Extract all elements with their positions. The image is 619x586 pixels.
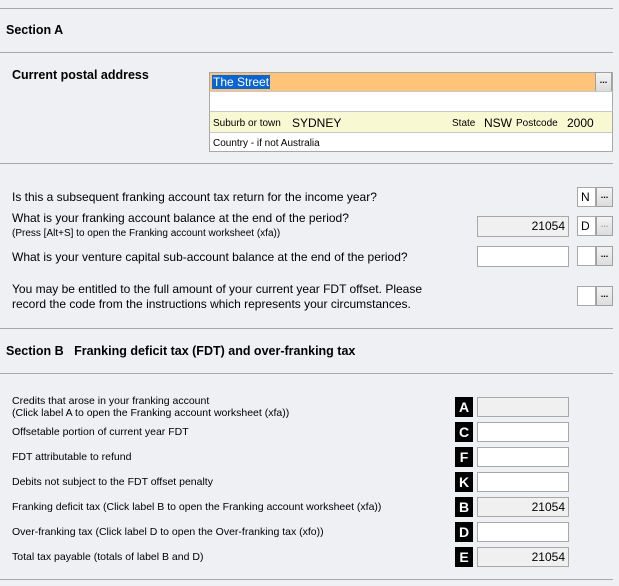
label-b-button[interactable]: B <box>455 497 473 517</box>
postcode-label: Postcode <box>516 118 558 129</box>
venture-capital-input[interactable] <box>477 246 569 267</box>
divider <box>0 373 613 374</box>
address-suburb-row: Suburb or town SYDNEY State NSW Postcode… <box>209 111 613 132</box>
row-label: Offsetable portion of current year FDT <box>12 426 189 438</box>
franking-balance-code-input[interactable]: D <box>577 216 596 236</box>
row-label: Franking deficit tax (Click label B to o… <box>12 501 382 513</box>
question-fdt-offset-line2: record the code from the instructions wh… <box>12 297 411 311</box>
field-e-input[interactable]: 21054 <box>477 547 569 567</box>
divider <box>0 52 613 53</box>
label-e-button[interactable]: E <box>455 547 473 567</box>
row-label: Debits not subject to the FDT offset pen… <box>12 476 213 488</box>
state-label: State <box>452 118 476 129</box>
postcode-input[interactable]: 2000 <box>567 116 594 130</box>
franking-balance-lookup-button[interactable]: ... <box>596 216 613 236</box>
country-input[interactable]: Country - if not Australia <box>209 132 613 152</box>
section-a-title: Section A <box>6 23 64 37</box>
franking-balance-note: (Press [Alt+S] to open the Franking acco… <box>12 228 281 239</box>
divider <box>0 579 613 580</box>
postal-address-label: Current postal address <box>12 68 149 82</box>
address-line1-input[interactable]: The Street <box>209 72 613 91</box>
fdt-offset-code-input[interactable] <box>577 286 596 306</box>
label-d-button[interactable]: D <box>455 522 473 542</box>
question-venture-capital: What is your venture capital sub-account… <box>12 250 408 264</box>
field-f-input[interactable] <box>477 447 569 467</box>
address-lookup-button[interactable]: ... <box>595 72 612 92</box>
row-label-note: (Click label A to open the Franking acco… <box>12 407 290 419</box>
question-subsequent-return: Is this a subsequent franking account ta… <box>12 190 377 204</box>
country-label: Country - if not Australia <box>213 138 320 149</box>
row-label: Credits that arose in your franking acco… <box>12 395 210 407</box>
subsequent-return-lookup-button[interactable]: ... <box>596 187 613 207</box>
divider <box>0 163 613 164</box>
suburb-label: Suburb or town <box>213 118 281 129</box>
divider <box>0 8 613 9</box>
franking-balance-input[interactable]: 21054 <box>477 216 569 237</box>
label-f-button[interactable]: F <box>455 447 473 467</box>
label-c-button[interactable]: C <box>455 422 473 442</box>
fdt-offset-lookup-button[interactable]: ... <box>596 286 613 306</box>
state-input[interactable]: NSW <box>484 116 512 130</box>
subsequent-return-code-input[interactable]: N <box>577 187 596 207</box>
field-b-input[interactable]: 21054 <box>477 497 569 517</box>
suburb-input[interactable]: SYDNEY <box>292 116 342 130</box>
section-b-title: Section B Franking deficit tax (FDT) and… <box>6 344 356 358</box>
address-line1-value: The Street <box>212 75 271 89</box>
label-a-button[interactable]: A <box>455 397 473 417</box>
field-c-input[interactable] <box>477 422 569 442</box>
field-a-input[interactable] <box>477 397 569 417</box>
venture-capital-lookup-button[interactable]: ... <box>596 246 613 266</box>
question-franking-balance: What is your franking account balance at… <box>12 211 349 225</box>
field-k-input[interactable] <box>477 472 569 492</box>
address-line2-input[interactable] <box>209 91 613 111</box>
question-fdt-offset: You may be entitled to the full amount o… <box>12 282 423 296</box>
field-d-input[interactable] <box>477 522 569 542</box>
row-label: FDT attributable to refund <box>12 451 132 463</box>
row-label: Over-franking tax (Click label D to open… <box>12 526 324 538</box>
venture-capital-code-input[interactable] <box>577 246 596 266</box>
label-k-button[interactable]: K <box>455 472 473 492</box>
divider <box>0 328 613 329</box>
row-label: Total tax payable (totals of label B and… <box>12 551 204 563</box>
